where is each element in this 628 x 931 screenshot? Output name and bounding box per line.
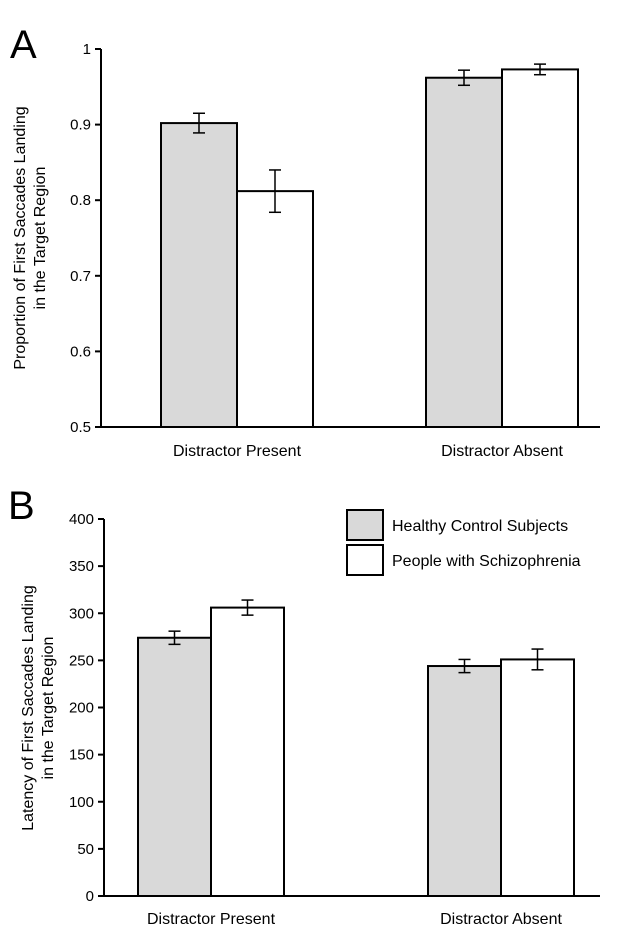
panel-a: A Proportion of First Saccades Landing i… — [10, 23, 600, 460]
legend-swatch — [346, 509, 384, 541]
category-label: Distractor Absent — [440, 911, 562, 928]
y-tick-label: 0.9 — [70, 117, 91, 134]
panel-b-ylabel-line1: Latency of First Saccades Landing — [20, 585, 37, 830]
y-tick-label: 0.6 — [70, 343, 91, 360]
legend-swatch — [346, 544, 384, 576]
y-tick-label: 1 — [83, 41, 91, 58]
bar-schizophrenia — [501, 68, 579, 429]
bar-control — [137, 636, 212, 897]
y-tick-label: 200 — [69, 700, 94, 717]
y-tick-label: 400 — [69, 511, 94, 528]
bar-schizophrenia — [236, 190, 314, 428]
bar-control — [427, 665, 502, 898]
bar-control — [160, 122, 238, 428]
panel-a-ylabel-line2: in the Target Region — [32, 167, 49, 310]
legend-label: Healthy Control Subjects — [392, 518, 568, 535]
y-tick-label: 0.8 — [70, 192, 91, 209]
legend: Healthy Control Subjects People with Schi… — [346, 509, 581, 576]
panel-b-ylabel-line2: in the Target Region — [40, 637, 57, 780]
bar-schizophrenia — [500, 658, 575, 897]
y-tick-label: 150 — [69, 747, 94, 764]
y-tick-label: 0 — [86, 888, 94, 905]
y-tick-label: 300 — [69, 605, 94, 622]
panel-a-ylabel-line1: Proportion of First Saccades Landing — [12, 106, 29, 369]
y-tick-label: 350 — [69, 558, 94, 575]
y-tick-label: 100 — [69, 794, 94, 811]
category-label: Distractor Present — [147, 911, 276, 928]
y-tick-label: 0.5 — [70, 419, 91, 436]
y-tick-label: 50 — [77, 841, 94, 858]
legend-label: People with Schizophrenia — [392, 553, 581, 570]
panel-b-label: B — [8, 484, 35, 528]
bar-control — [425, 76, 503, 428]
panel-a-label: A — [10, 23, 37, 67]
category-label: Distractor Present — [173, 443, 302, 460]
y-tick-label: 0.7 — [70, 268, 91, 285]
bar-schizophrenia — [210, 606, 285, 897]
panel-b: B Latency of First Saccades Landing in t… — [8, 484, 600, 928]
category-label: Distractor Absent — [441, 443, 563, 460]
y-tick-label: 250 — [69, 652, 94, 669]
